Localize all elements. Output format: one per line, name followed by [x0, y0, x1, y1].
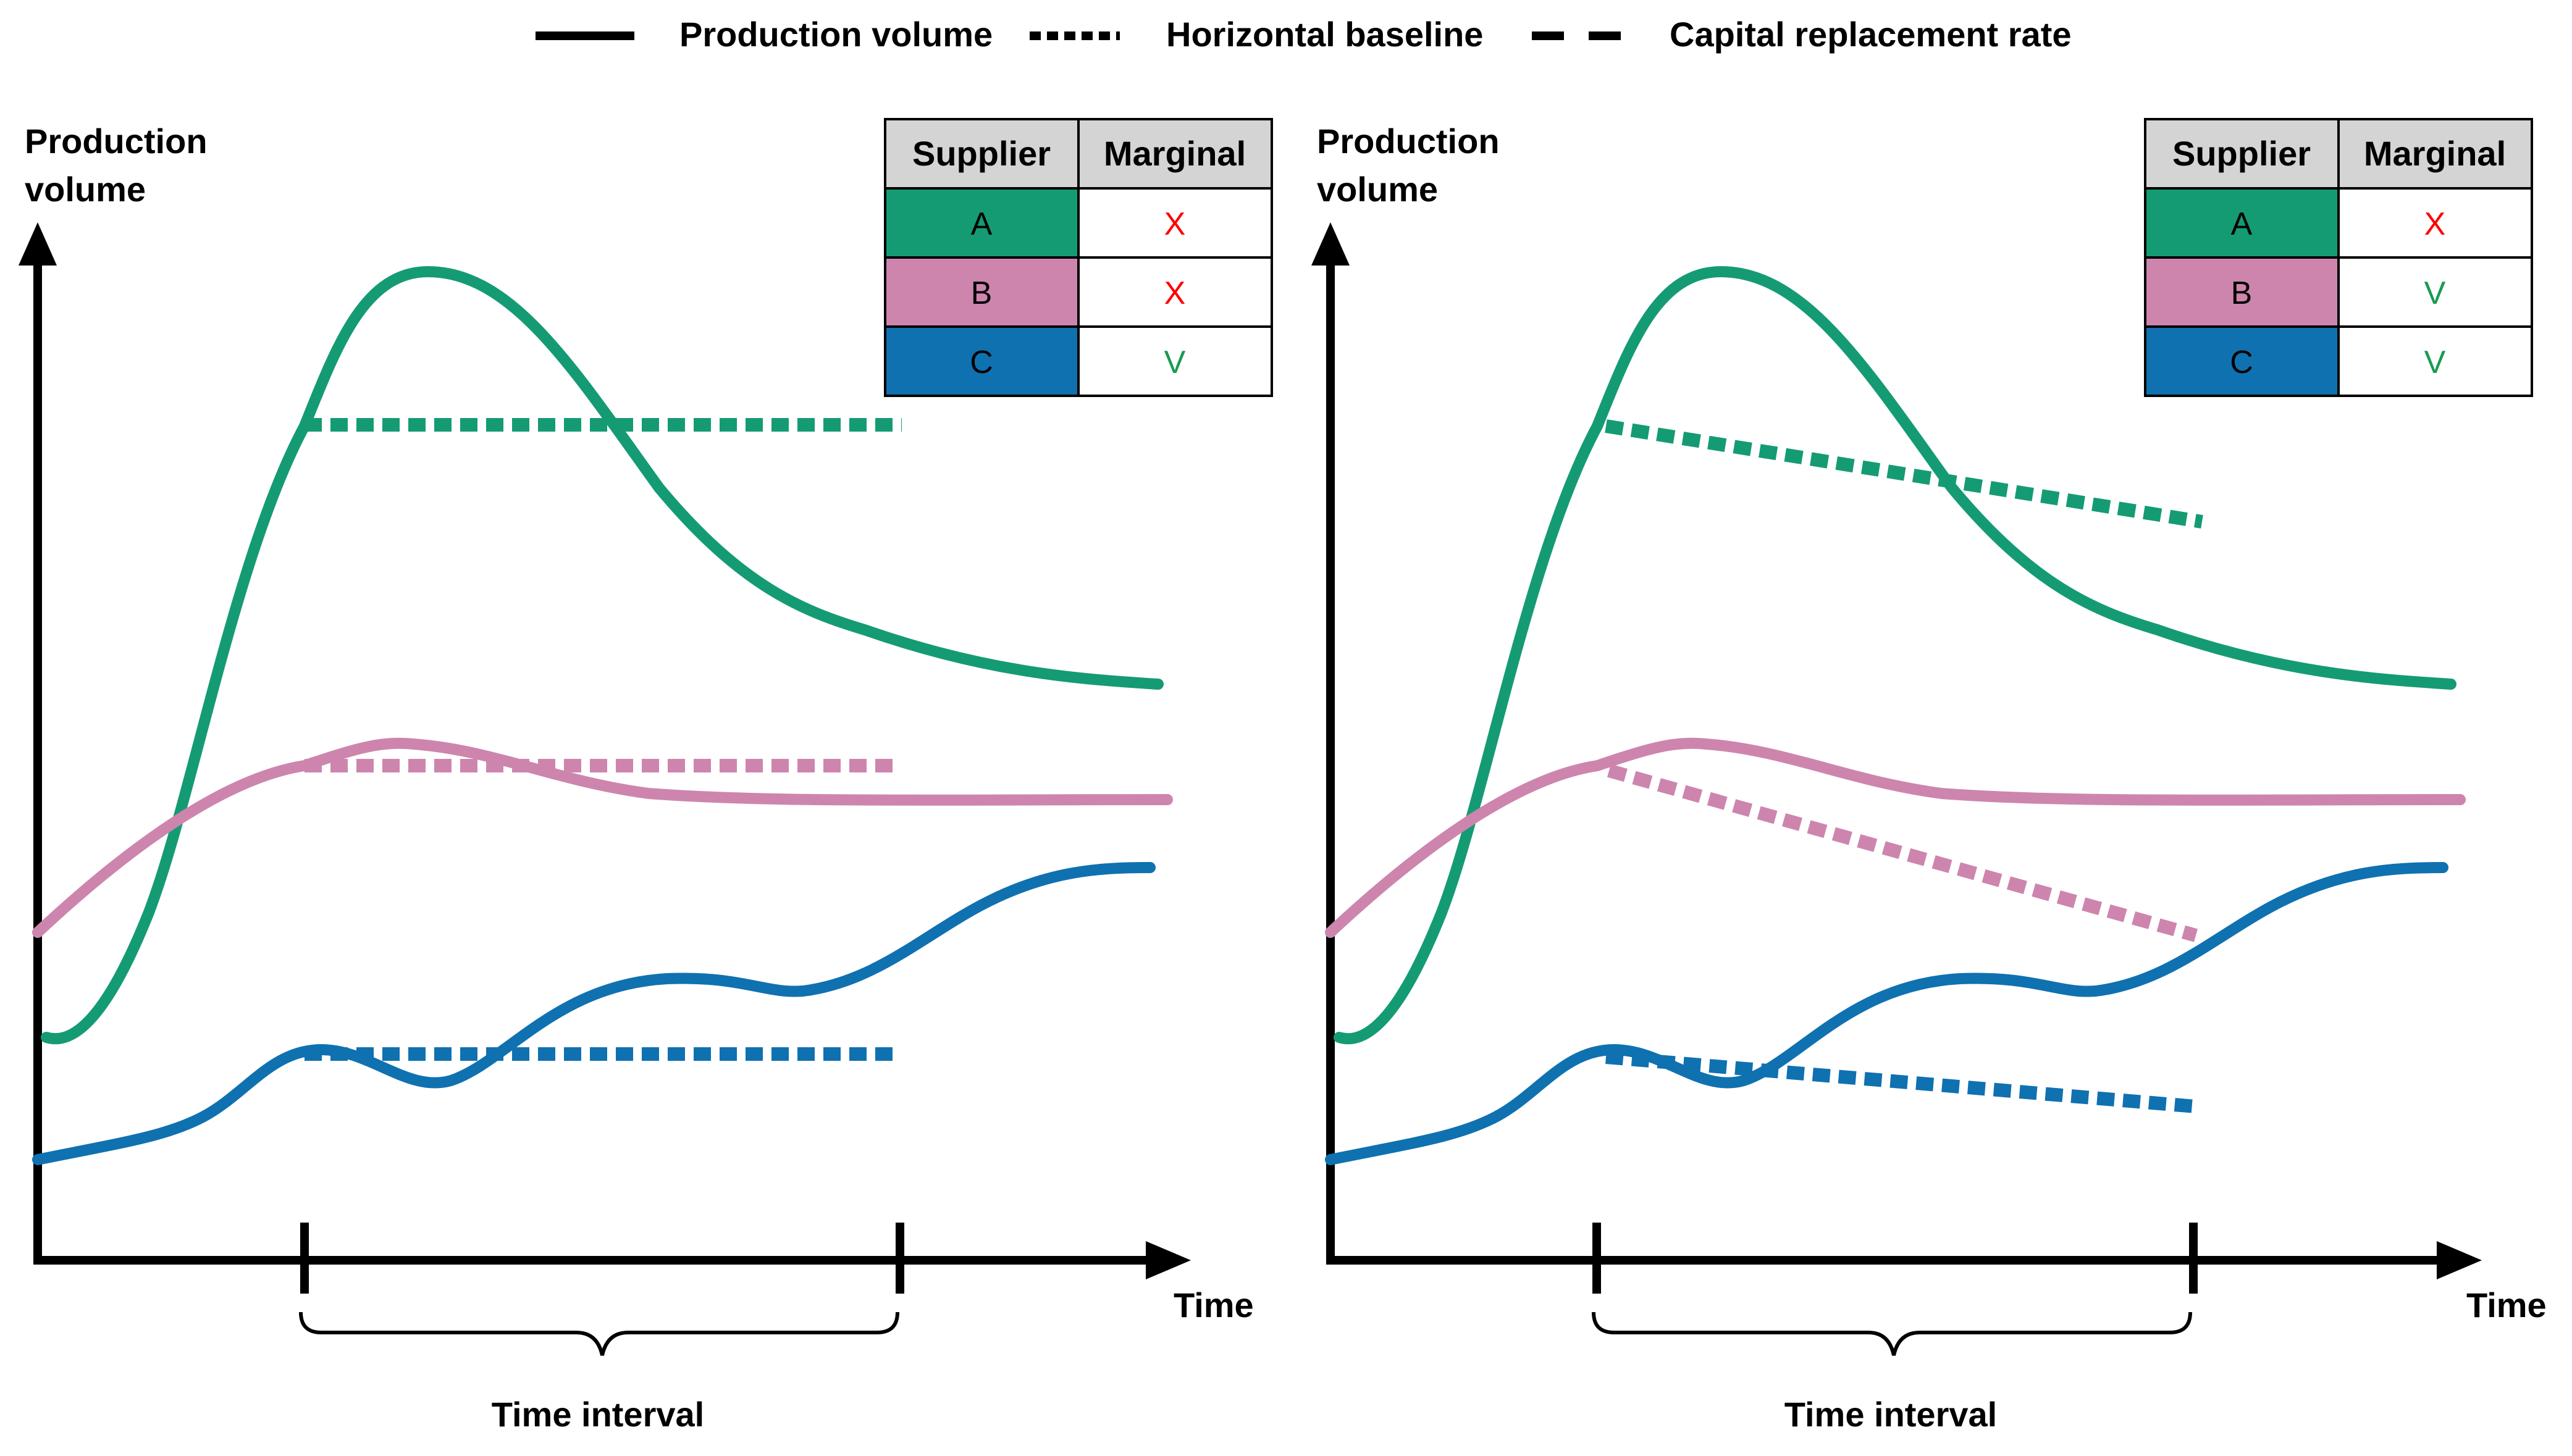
- table-header-supplier: Supplier: [912, 134, 1051, 173]
- supplier-a-capital-replacement-baseline: [1605, 419, 2203, 529]
- table-row-a-supplier-cell: [2144, 187, 2340, 259]
- table-row-b-marginal: X: [1164, 275, 1186, 311]
- table-header-marginal-cell: [2337, 118, 2533, 190]
- table-header-supplier: Supplier: [2172, 134, 2311, 173]
- table-row-a-marginal: X: [1164, 206, 1186, 242]
- time-interval-label: Time interval: [492, 1395, 704, 1434]
- table-row-b-supplier-cell: [884, 256, 1080, 328]
- time-interval-brace: [1592, 1312, 2192, 1356]
- supplier-a-production-curve: [41, 266, 1164, 1045]
- legend: Production volume Horizontal baseline Ca…: [536, 15, 2071, 54]
- y-axis-label-line2: volume: [1317, 170, 1438, 209]
- time-interval-brace: [299, 1312, 899, 1356]
- panel-right: Production volume Time Time interval Sup…: [1311, 118, 2547, 1434]
- y-axis-arrowhead: [1311, 222, 1350, 266]
- y-axis-arrowhead: [19, 222, 57, 266]
- table-row-a-marginal: X: [2424, 206, 2446, 242]
- legend-capital-replacement-rate: Capital replacement rate: [1670, 15, 2071, 54]
- legend-horizontal-baseline: Horizontal baseline: [1166, 15, 1483, 54]
- table-row-b-marginal: V: [2424, 275, 2446, 311]
- table-row-c-marginal-cell: [1077, 325, 1273, 397]
- x-axis-label: Time: [1174, 1286, 1254, 1324]
- table-row-c-supplier: C: [2230, 345, 2253, 380]
- table-row-c-supplier-cell: [884, 325, 1080, 397]
- supplier-a-production-curve: [1334, 266, 2456, 1045]
- supplier-c-production-curve: [1325, 862, 2448, 1165]
- x-axis-label: Time: [2466, 1286, 2547, 1324]
- table-row-b-supplier: B: [2231, 275, 2253, 311]
- table-header-marginal: Marginal: [2364, 134, 2506, 173]
- supplier-b-production-curve: [32, 737, 1173, 938]
- table-row-b-supplier: B: [971, 275, 993, 311]
- supplier-c-capital-replacement-baseline: [1605, 1050, 2196, 1113]
- x-axis-arrowhead: [1146, 1241, 1191, 1279]
- supplier-b-capital-replacement-baseline: [1607, 764, 2198, 942]
- table-row-b-marginal-cell: [1077, 256, 1273, 328]
- table-row-a-marginal-cell: [1077, 187, 1273, 259]
- y-axis-label-line1: Production: [25, 122, 208, 161]
- table-row-c-supplier: C: [970, 345, 993, 380]
- table-header-supplier-cell: [2144, 118, 2340, 190]
- table-row-c-marginal-cell: [2337, 325, 2533, 397]
- table-row-c-supplier-cell: [2144, 325, 2340, 397]
- y-axis-label-line2: volume: [25, 170, 146, 209]
- table-row-a-supplier: A: [2231, 206, 2253, 242]
- marginal-supplier-table: Supplier Marginal A X B V C V: [2144, 118, 2533, 397]
- table-header-marginal-cell: [1077, 118, 1273, 190]
- legend-production-volume: Production volume: [679, 15, 993, 54]
- x-axis-arrowhead: [2437, 1241, 2482, 1279]
- supplier-b-production-curve: [1325, 737, 2466, 938]
- table-row-a-marginal-cell: [2337, 187, 2533, 259]
- table-row-a-supplier: A: [971, 206, 993, 242]
- table-row-c-marginal: V: [2424, 345, 2446, 380]
- y-axis-label-line1: Production: [1317, 122, 1500, 161]
- table-header-marginal: Marginal: [1104, 134, 1246, 173]
- table-row-c-marginal: V: [1164, 345, 1186, 380]
- table-row-b-marginal-cell: [2337, 256, 2533, 328]
- time-interval-label: Time interval: [1784, 1395, 1997, 1434]
- marginal-supplier-table: Supplier Marginal A X B X C V: [884, 118, 1273, 397]
- panel-left: Production volume Time Time interval Sup…: [19, 118, 1273, 1434]
- supplier-c-production-curve: [32, 862, 1156, 1165]
